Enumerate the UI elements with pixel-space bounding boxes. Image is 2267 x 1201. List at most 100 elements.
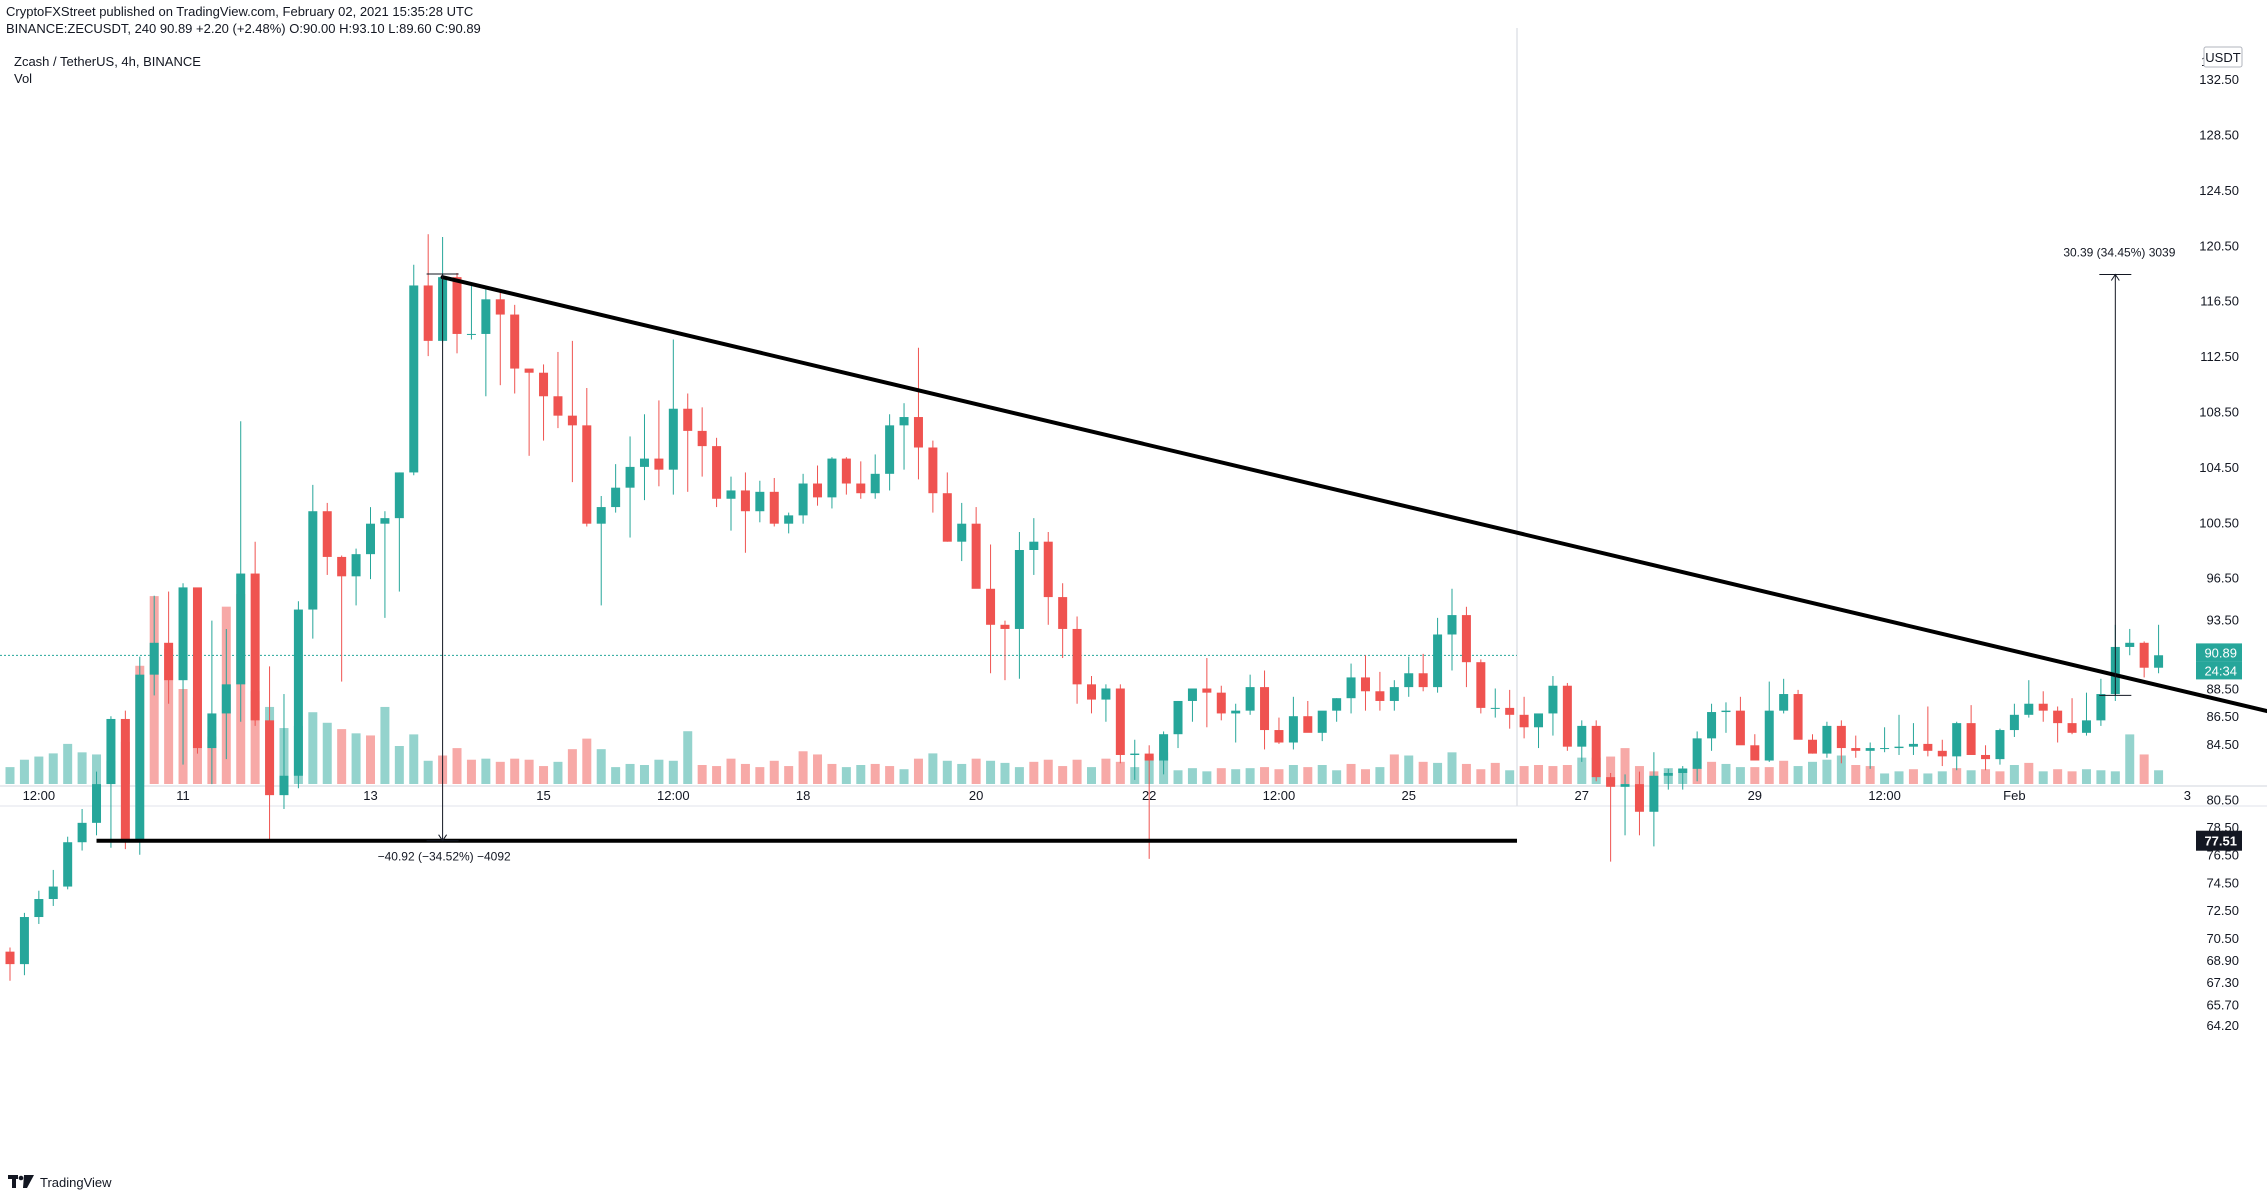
volume-bar [164, 648, 174, 784]
volume-bar [1072, 759, 1082, 784]
candle-up [1332, 698, 1342, 711]
publish-info: CryptoFXStreet published on TradingView.… [6, 4, 473, 19]
unit-badge[interactable] [2203, 46, 2243, 68]
candle-down [164, 642, 174, 681]
candle-down [452, 277, 462, 334]
volume-bar [2053, 769, 2063, 784]
candle-up [48, 886, 58, 900]
price-tick-label: 65.70 [2206, 997, 2239, 1012]
candle-down [1750, 745, 1760, 761]
candle-up [2081, 720, 2091, 733]
candle-up [1187, 688, 1197, 701]
volume-bar [1375, 767, 1385, 784]
symbol-legend-text: Zcash / TetherUS, 4h, BINANCE [14, 54, 201, 69]
volume-bar [1923, 773, 1933, 784]
candle-up [1577, 725, 1587, 747]
candle-up [466, 333, 476, 335]
volume-bar [1937, 771, 1947, 784]
price-tick-label: 100.50 [2199, 515, 2239, 530]
ohlc-info: BINANCE:ZECUSDT, 240 90.89 +2.20 (+2.48%… [6, 21, 481, 36]
time-tick-label: 12:00 [1868, 788, 1901, 803]
volume-bar [1894, 771, 1904, 784]
candle-up [1620, 784, 1630, 787]
candle-down [1735, 710, 1745, 746]
candle-down [2038, 703, 2048, 711]
candle-down [1144, 753, 1154, 761]
candle-up [885, 425, 895, 474]
volume-bar [1880, 773, 1890, 784]
candle-up [1101, 688, 1111, 700]
candle-down [120, 718, 130, 843]
price-tick-label: 116.50 [2200, 294, 2239, 309]
current-price-label: 90.89 [2204, 645, 2237, 660]
candle-up [1346, 677, 1356, 699]
candle-up [1404, 673, 1414, 688]
candle-up [827, 458, 837, 498]
volume-bar [582, 738, 592, 784]
candle-down [1260, 687, 1270, 731]
candle-down [337, 556, 347, 577]
time-tick-label: 22 [1142, 788, 1156, 803]
descending-trendline[interactable] [440, 275, 2267, 788]
volume-legend[interactable]: Vol [14, 71, 32, 86]
candle-down [1591, 725, 1601, 778]
volume-bar [1952, 768, 1962, 784]
candle-up [1995, 730, 2005, 760]
candle-up [2009, 714, 2019, 731]
volume-bar [971, 758, 981, 784]
candle-up [1764, 710, 1774, 761]
candle-down [1937, 750, 1947, 757]
volume-bar [1216, 768, 1226, 784]
candle-down [928, 447, 938, 494]
candle-down [2053, 710, 2063, 724]
candle-up [236, 573, 246, 685]
candle-up [1231, 710, 1241, 714]
candle-up [207, 713, 217, 749]
volume-bar [1548, 766, 1558, 784]
measure-label: 30.39 (34.45%) 3039 [2063, 246, 2175, 260]
candle-up [1245, 687, 1255, 711]
volume-bar [2009, 765, 2019, 784]
volume-bar [1995, 771, 2005, 784]
volume-bar [1087, 767, 1096, 784]
candle-down [683, 408, 693, 431]
time-tick-label: 12:00 [1263, 788, 1296, 803]
candle-down [322, 511, 332, 557]
volume-bar [639, 765, 649, 784]
volume-bar [423, 760, 433, 784]
volume-bar [1303, 767, 1313, 784]
candle-down [423, 285, 433, 341]
volume-bar [1447, 752, 1457, 784]
symbol-legend[interactable]: Zcash / TetherUS, 4h, BINANCE [14, 54, 201, 69]
candle-up [1707, 712, 1717, 739]
candle-up [1159, 734, 1169, 761]
volume-bar [913, 758, 923, 784]
candle-up [1029, 541, 1039, 550]
time-tick-label: 13 [363, 788, 377, 803]
time-tick-label: Feb [2003, 788, 2025, 803]
volume-bar [1245, 768, 1255, 784]
volume-bar [34, 756, 44, 784]
candle-up [1663, 772, 1673, 776]
candle-down [1043, 541, 1053, 598]
volume-bar [2110, 771, 2120, 784]
volume-bar [1505, 770, 1515, 784]
volume-bar [1058, 766, 1068, 784]
price-tick-label: 104.50 [2199, 460, 2239, 475]
candle-down [1461, 615, 1471, 663]
candle-down [1418, 673, 1428, 688]
footer-brand: TradingView [40, 1174, 112, 1190]
candle-up [726, 490, 736, 499]
volume-bar [899, 769, 909, 784]
candle-up [106, 718, 116, 785]
candle-up [178, 587, 188, 681]
time-tick-label: 15 [536, 788, 550, 803]
candle-up [1389, 687, 1399, 701]
candle-up [1447, 615, 1457, 635]
volume-bar [351, 733, 361, 784]
candle-up [1173, 700, 1183, 735]
candle-up [481, 299, 491, 334]
volume-bar [1346, 763, 1356, 784]
volume-bar [625, 763, 635, 784]
